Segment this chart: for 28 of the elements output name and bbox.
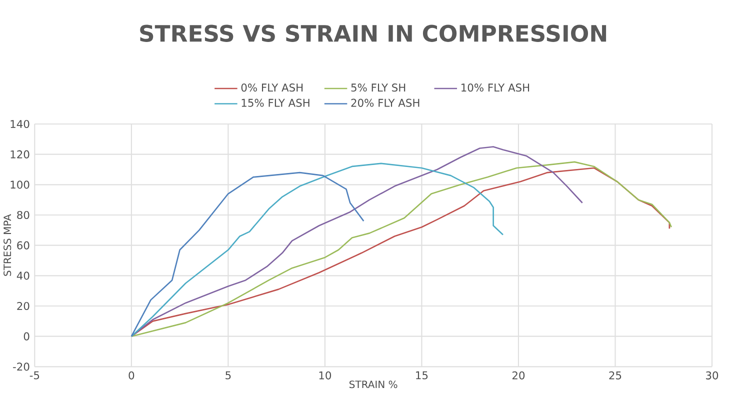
- x-tick-label: 15: [416, 371, 428, 380]
- line-series: [130, 146, 584, 338]
- y-axis-title: STRESS MPA: [4, 214, 12, 276]
- x-tick-label: 25: [609, 371, 622, 380]
- line-series: [130, 172, 364, 338]
- legend-label: 20% FLY ASH: [351, 98, 420, 107]
- legend-label: 15% FLY ASH: [242, 98, 310, 107]
- x-tick-label: 20: [512, 371, 525, 380]
- y-tick-label: 120: [10, 150, 30, 158]
- legend-label: 0% FLY ASH: [241, 84, 303, 92]
- x-tick-label: 10: [319, 371, 332, 380]
- y-tick-label: 0: [24, 332, 30, 340]
- x-axis-title: STRAIN %: [350, 380, 398, 388]
- legend-label: 10% FLY ASH: [462, 84, 530, 92]
- y-tick-label: 40: [16, 272, 30, 280]
- x-tick-label: 30: [706, 371, 718, 380]
- y-tick-label: -20: [13, 362, 30, 371]
- legend-label: 5% FLY SH: [351, 84, 406, 92]
- line-series: [130, 162, 504, 338]
- chart-title: STRESS VS STRAIN IN COMPRESSION: [140, 24, 606, 42]
- y-tick-label: 80: [17, 210, 30, 220]
- x-tick-label: 5: [226, 371, 231, 380]
- y-tick-label: 20: [17, 302, 30, 310]
- x-tick-label: 0: [128, 371, 134, 380]
- y-tick-label: 140: [10, 120, 30, 128]
- y-tick-label: 100: [10, 180, 30, 189]
- y-tick-label: 60: [17, 241, 30, 250]
- x-tick-label: -5: [30, 371, 40, 380]
